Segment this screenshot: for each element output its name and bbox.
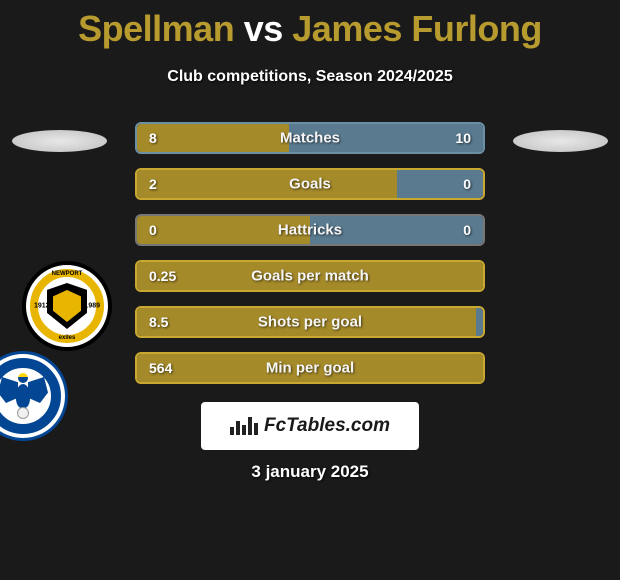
badge-shield-inner [53,290,81,322]
stat-label: Goals per match [251,268,369,285]
vs-separator: vs [244,8,283,49]
stat-bar-right [476,308,483,336]
page-title: Spellman vs James Furlong [0,0,620,50]
stat-value-right: 0 [463,176,471,192]
badge-top-text: NEWPORT [52,271,83,277]
stat-row: 8.5 Shots per goal [135,306,485,338]
stat-row: 8 10 Matches [135,122,485,154]
branding-text: FcTables.com [264,415,390,437]
stat-value-right: 0 [463,222,471,238]
badge-bottom-text: exiles [59,335,76,341]
stat-bar-left [137,124,289,152]
stat-row: 2 0 Goals [135,168,485,200]
stat-row: 0.25 Goals per match [135,260,485,292]
stat-bar-left [137,170,397,198]
stat-value-left: 8 [149,130,157,146]
stats-container: 8 10 Matches 2 0 Goals 0 0 Hattricks 0.25 Goals pe… [135,122,485,398]
stat-label: Hattricks [278,222,342,239]
player1-name: Spellman [78,8,234,49]
stat-row: 564 Min per goal [135,352,485,384]
stat-value-left: 2 [149,176,157,192]
left-ellipse-decoration [12,130,107,152]
stat-label: Min per goal [266,360,354,377]
stat-value-right: 10 [455,130,471,146]
branding-box: FcTables.com [201,402,419,450]
stat-row: 0 0 Hattricks [135,214,485,246]
stat-value-left: 0.25 [149,268,176,284]
stat-value-left: 8.5 [149,314,168,330]
logo-bars-icon [230,417,258,435]
subtitle: Club competitions, Season 2024/2025 [0,68,620,86]
right-ellipse-decoration [513,130,608,152]
left-team-badge: NEWPORT exiles 1912 1989 [22,261,112,351]
eagle-head [18,373,28,383]
stat-label: Shots per goal [258,314,362,331]
stat-value-left: 564 [149,360,172,376]
date-text: 3 january 2025 [0,462,620,482]
stat-value-left: 0 [149,222,157,238]
stat-label: Goals [289,176,331,193]
stat-label: Matches [280,130,340,147]
player2-name: James Furlong [292,8,542,49]
